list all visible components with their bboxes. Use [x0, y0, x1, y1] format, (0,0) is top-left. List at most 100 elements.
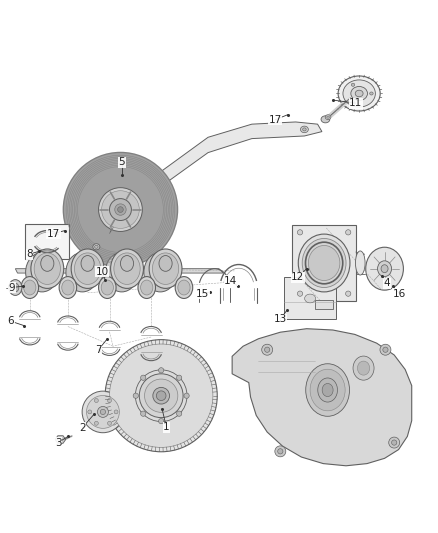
Ellipse shape: [177, 375, 182, 381]
Ellipse shape: [370, 92, 373, 95]
Ellipse shape: [392, 440, 397, 445]
Ellipse shape: [278, 449, 283, 454]
Bar: [293, 225, 356, 301]
Ellipse shape: [24, 280, 36, 295]
Text: 10: 10: [95, 266, 109, 277]
Text: 14: 14: [224, 276, 237, 286]
Ellipse shape: [59, 277, 77, 298]
Text: 2: 2: [79, 423, 86, 433]
Ellipse shape: [346, 291, 351, 296]
Text: 5: 5: [118, 157, 125, 167]
Ellipse shape: [94, 399, 98, 402]
Ellipse shape: [31, 249, 64, 288]
Ellipse shape: [321, 116, 330, 123]
Ellipse shape: [175, 277, 193, 298]
Ellipse shape: [81, 255, 94, 271]
Ellipse shape: [71, 249, 104, 288]
Bar: [315, 300, 333, 309]
Ellipse shape: [322, 383, 333, 397]
Ellipse shape: [114, 410, 118, 414]
Ellipse shape: [64, 153, 177, 266]
Ellipse shape: [141, 375, 146, 381]
Ellipse shape: [177, 411, 182, 416]
Ellipse shape: [141, 411, 146, 416]
Ellipse shape: [41, 255, 54, 271]
Ellipse shape: [110, 249, 143, 288]
Ellipse shape: [144, 253, 177, 292]
Text: 1: 1: [163, 422, 170, 432]
Ellipse shape: [159, 255, 172, 271]
Ellipse shape: [105, 253, 138, 292]
Ellipse shape: [343, 80, 375, 107]
Bar: [284, 278, 336, 319]
Ellipse shape: [82, 391, 124, 433]
Text: 15: 15: [196, 289, 209, 298]
Ellipse shape: [178, 280, 190, 295]
Ellipse shape: [99, 277, 116, 298]
Ellipse shape: [306, 364, 350, 416]
Ellipse shape: [346, 230, 351, 235]
Ellipse shape: [138, 277, 155, 298]
Ellipse shape: [21, 277, 39, 298]
Ellipse shape: [338, 76, 380, 111]
Ellipse shape: [380, 344, 391, 355]
Text: 9: 9: [8, 282, 15, 293]
Text: 11: 11: [349, 98, 362, 108]
Ellipse shape: [303, 128, 306, 131]
Ellipse shape: [159, 418, 164, 424]
Ellipse shape: [302, 238, 346, 287]
Ellipse shape: [139, 374, 183, 418]
Ellipse shape: [325, 115, 331, 119]
Ellipse shape: [114, 253, 140, 285]
Ellipse shape: [308, 246, 340, 280]
Ellipse shape: [100, 409, 106, 415]
Ellipse shape: [152, 253, 179, 285]
Text: 3: 3: [55, 438, 62, 448]
Ellipse shape: [145, 379, 178, 413]
Ellipse shape: [110, 199, 131, 221]
Ellipse shape: [355, 90, 363, 97]
Ellipse shape: [97, 407, 108, 417]
Ellipse shape: [133, 393, 138, 398]
Ellipse shape: [304, 294, 315, 303]
Ellipse shape: [66, 253, 99, 292]
Ellipse shape: [107, 399, 111, 402]
Ellipse shape: [357, 361, 370, 375]
Ellipse shape: [105, 340, 217, 452]
Ellipse shape: [9, 280, 22, 295]
Polygon shape: [15, 269, 223, 273]
Ellipse shape: [297, 291, 303, 296]
Text: 16: 16: [393, 289, 406, 298]
Ellipse shape: [153, 387, 170, 404]
Ellipse shape: [351, 86, 367, 101]
Ellipse shape: [74, 253, 101, 285]
Ellipse shape: [63, 152, 178, 268]
Ellipse shape: [95, 245, 98, 248]
Ellipse shape: [159, 368, 164, 373]
Ellipse shape: [34, 253, 60, 285]
Ellipse shape: [378, 261, 392, 277]
Polygon shape: [110, 223, 116, 233]
Ellipse shape: [318, 378, 338, 402]
Ellipse shape: [298, 234, 350, 292]
Text: 12: 12: [291, 272, 304, 282]
Ellipse shape: [327, 116, 329, 118]
Text: 6: 6: [7, 316, 14, 326]
Ellipse shape: [381, 265, 388, 273]
Ellipse shape: [149, 249, 182, 288]
Ellipse shape: [12, 283, 19, 292]
Polygon shape: [160, 122, 322, 184]
Text: 7: 7: [95, 345, 102, 355]
Text: 17: 17: [47, 229, 60, 239]
Ellipse shape: [353, 356, 374, 380]
Polygon shape: [55, 435, 66, 443]
Ellipse shape: [93, 244, 100, 250]
Ellipse shape: [99, 188, 142, 231]
Text: 8: 8: [26, 249, 33, 259]
Ellipse shape: [351, 101, 355, 104]
Ellipse shape: [356, 251, 365, 275]
Ellipse shape: [25, 253, 59, 292]
Ellipse shape: [101, 280, 113, 295]
Ellipse shape: [141, 280, 153, 295]
Ellipse shape: [297, 230, 303, 235]
